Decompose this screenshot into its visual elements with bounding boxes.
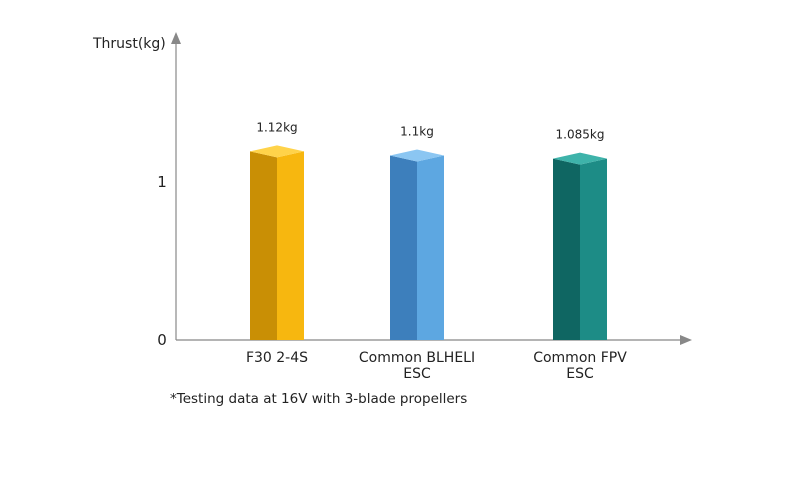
bar-1-left-face [390, 155, 417, 340]
y-tick-label-0: 0 [157, 331, 167, 349]
y-tick-label-1: 1 [157, 173, 167, 191]
bar-1-right-face [417, 155, 444, 340]
bar-0-top-face [250, 145, 304, 158]
y-axis-label: Thrust(kg) [92, 36, 166, 52]
bar-1-value-label: 1.1kg [400, 125, 434, 139]
footnote: *Testing data at 16V with 3-blade propel… [170, 391, 467, 407]
bar-2-right-face [580, 158, 607, 340]
bar-2-top-face [553, 152, 607, 165]
category-label-2-line-1: ESC [566, 366, 594, 382]
bar-0-left-face [250, 151, 277, 340]
bar-2-value-label: 1.085kg [556, 128, 605, 142]
category-label-2-line-0: Common FPV [533, 350, 627, 366]
bar-0-value-label: 1.12kg [256, 120, 297, 134]
category-label-1-line-0: Common BLHELI [359, 350, 475, 366]
category-label-0-line-0: F30 2-4S [246, 350, 308, 366]
y-axis-arrow [171, 32, 181, 44]
bar-1-top-face [390, 149, 444, 162]
category-label-1-line-1: ESC [403, 366, 431, 382]
bar-2-left-face [553, 158, 580, 340]
x-axis-arrow [680, 335, 692, 345]
bar-0-right-face [277, 151, 304, 340]
